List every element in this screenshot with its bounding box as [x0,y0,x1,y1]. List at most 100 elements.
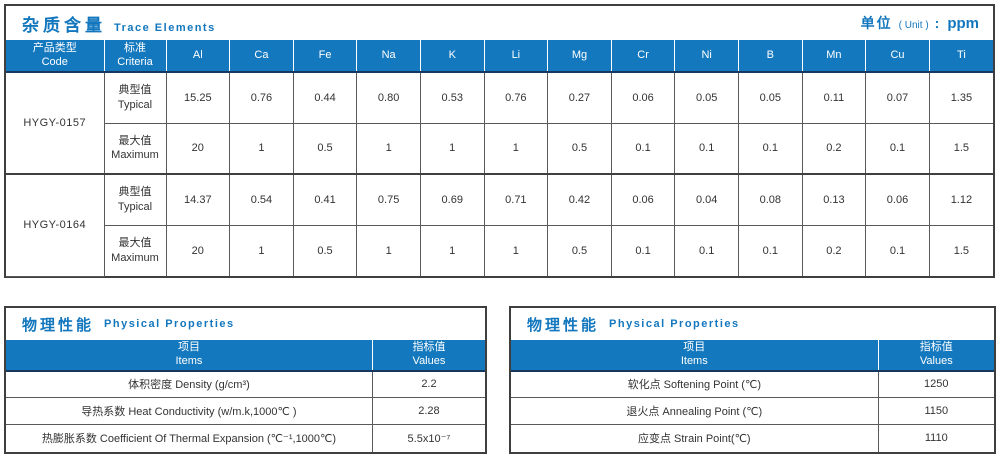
element-value-cell-ca: 1 [229,224,294,276]
element-value-cell-mn: 0.2 [801,122,867,175]
column-header-code-zh: 产品类型 [32,41,77,54]
element-value-cell-ca: 0.54 [229,173,294,226]
product-code-cell: HYGY-0157 [6,71,105,175]
physical-properties-left-title-bar: 物理性能 Physical Properties [6,308,485,340]
physical-properties-panel-right: 物理性能 Physical Properties 项目 Items 指标值 Va… [509,306,996,454]
criteria-en: Maximum [111,251,159,264]
column-header-criteria: 标准 Criteria [104,40,167,73]
physical-right-header-row: 项目 Items 指标值 Values [511,340,994,372]
unit-label-zh: 单位 [860,15,893,31]
element-value-cell-ti: 1.5 [928,224,993,276]
element-value-cell-ti: 1.35 [928,71,993,124]
criteria-cell: 最大值 Maximum [104,224,167,276]
element-value-cell-na: 1 [356,122,421,175]
property-item: 软化点 Softening Point (℃) [511,370,879,398]
element-value-cell-ni: 0.05 [674,71,739,124]
element-value-cell-ni: 0.1 [674,224,739,276]
trace-elements-title-en: Trace Elements [114,21,216,34]
trace-elements-table: 产品类型 Code 标准 Criteria Al Ca Fe Na K Li Mg Cr Ni B… [6,40,993,277]
element-value-cell-ni: 0.04 [674,173,739,226]
element-value-cell-fe: 0.41 [292,173,358,226]
element-value-cell-ti: 1.12 [928,173,993,226]
physical-properties-left-table: 项目 Items 指标值 Values 体积密度 Density (g/cm³)… [6,340,485,452]
column-header-code: 产品类型 Code [6,40,105,73]
criteria-zh: 典型值 [118,84,152,97]
column-header-element-al: Al [166,40,231,73]
element-value-cell-b: 0.1 [737,122,803,175]
column-header-element-ni: Ni [674,40,739,73]
property-value: 1150 [877,397,994,425]
table-row: 导热系数 Heat Conductivity (w/m.k,1000℃ ) 2.… [6,397,485,425]
trace-table-row: HYGY-0157 典型值 Typical 15.25 0.76 0.44 0.80 0.53… [6,71,993,175]
property-item: 应变点 Strain Point(℃) [511,424,879,452]
element-value-cell-cr: 0.06 [610,173,676,226]
element-value-cell-ca: 1 [229,122,294,175]
trace-table-header-row: 产品类型 Code 标准 Criteria Al Ca Fe Na K Li Mg Cr Ni B… [6,40,993,73]
column-header-items-zh: 项目 [683,341,706,353]
property-value: 1250 [877,370,994,398]
column-header-items: 项目 Items [511,340,879,372]
property-value: 2.28 [371,397,485,425]
unit-label: 单位 ( Unit ) : ppm [861,13,979,33]
physical-left-header-row: 项目 Items 指标值 Values [6,340,485,372]
element-value-cell-mn: 0.13 [801,173,867,226]
column-header-element-mn: Mn [802,40,867,73]
unit-colon: : [934,15,940,31]
column-header-element-fe: Fe [293,40,358,73]
column-header-element-na: Na [356,40,421,73]
criteria-zh: 典型值 [118,186,152,199]
element-value-cell-li: 0.71 [483,173,549,226]
unit-value: ppm [947,15,979,32]
element-value-cell-fe: 0.5 [292,224,358,276]
element-value-cell-al: 20 [165,224,231,276]
element-value-cell-mn: 0.11 [801,71,867,124]
column-header-element-ca: Ca [229,40,294,73]
property-item: 热膨胀系数 Coefficient Of Thermal Expansion (… [6,424,373,452]
element-value-cell-na: 0.80 [356,71,421,124]
element-value-cell-b: 0.1 [737,224,803,276]
column-header-values-zh: 指标值 [919,341,953,353]
property-item: 体积密度 Density (g/cm³) [6,370,373,398]
criteria-cell: 典型值 Typical [103,173,167,226]
column-header-items-en: Items [175,354,203,367]
column-header-items-zh: 项目 [177,341,200,353]
element-value-cell-li: 0.76 [483,71,549,124]
column-header-values-zh: 指标值 [412,341,446,353]
column-header-code-en: Code [41,55,68,68]
element-value-cell-cr: 0.1 [610,122,676,175]
column-header-values: 指标值 Values [878,340,994,372]
element-value-cell-mg: 0.42 [547,173,612,226]
element-value-cell-al: 20 [165,122,231,175]
column-header-element-li: Li [484,40,549,73]
element-value-cell-cu: 0.1 [865,122,930,175]
column-header-element-cu: Cu [865,40,930,73]
element-value-cell-cu: 0.06 [865,173,930,226]
column-header-items-en: Items [680,354,708,367]
element-value-cell-al: 14.37 [165,173,231,226]
element-value-cell-fe: 0.5 [292,122,358,175]
column-header-element-cr: Cr [611,40,676,73]
column-header-values-en: Values [412,354,446,367]
column-header-element-ti: Ti [929,40,993,73]
column-header-values: 指标值 Values [372,340,485,372]
element-value-cell-k: 1 [419,122,485,175]
column-header-element-mg: Mg [547,40,612,73]
trace-table-row: 最大值 Maximum 20 1 0.5 1 1 1 0.5 0.1 0.1 0.1 0.2 0.1 1.5 [6,122,993,175]
element-value-cell-al: 15.25 [165,71,231,124]
property-value: 2.2 [371,370,485,398]
physical-properties-left-title-en: Physical Properties [104,318,235,330]
element-value-cell-na: 0.75 [356,173,421,226]
trace-table-row: HYGY-0164 典型值 Typical 14.37 0.54 0.41 0.75 0.69… [6,173,993,277]
element-value-cell-cu: 0.07 [865,71,930,124]
table-row: 体积密度 Density (g/cm³) 2.2 [6,370,485,398]
physical-properties-right-title-en: Physical Properties [609,318,740,330]
criteria-cell: 最大值 Maximum [104,122,167,175]
element-value-cell-k: 0.53 [419,71,485,124]
unit-label-en: ( Unit ) [898,20,929,31]
property-item: 导热系数 Heat Conductivity (w/m.k,1000℃ ) [6,397,373,425]
trace-elements-title-bar: 杂质含量 Trace Elements 单位 ( Unit ) : ppm [6,6,993,40]
product-code-cell: HYGY-0164 [6,173,105,277]
element-value-cell-mn: 0.2 [801,224,867,276]
column-header-element-k: K [420,40,485,73]
physical-properties-left-title-zh: 物理性能 [22,316,95,334]
